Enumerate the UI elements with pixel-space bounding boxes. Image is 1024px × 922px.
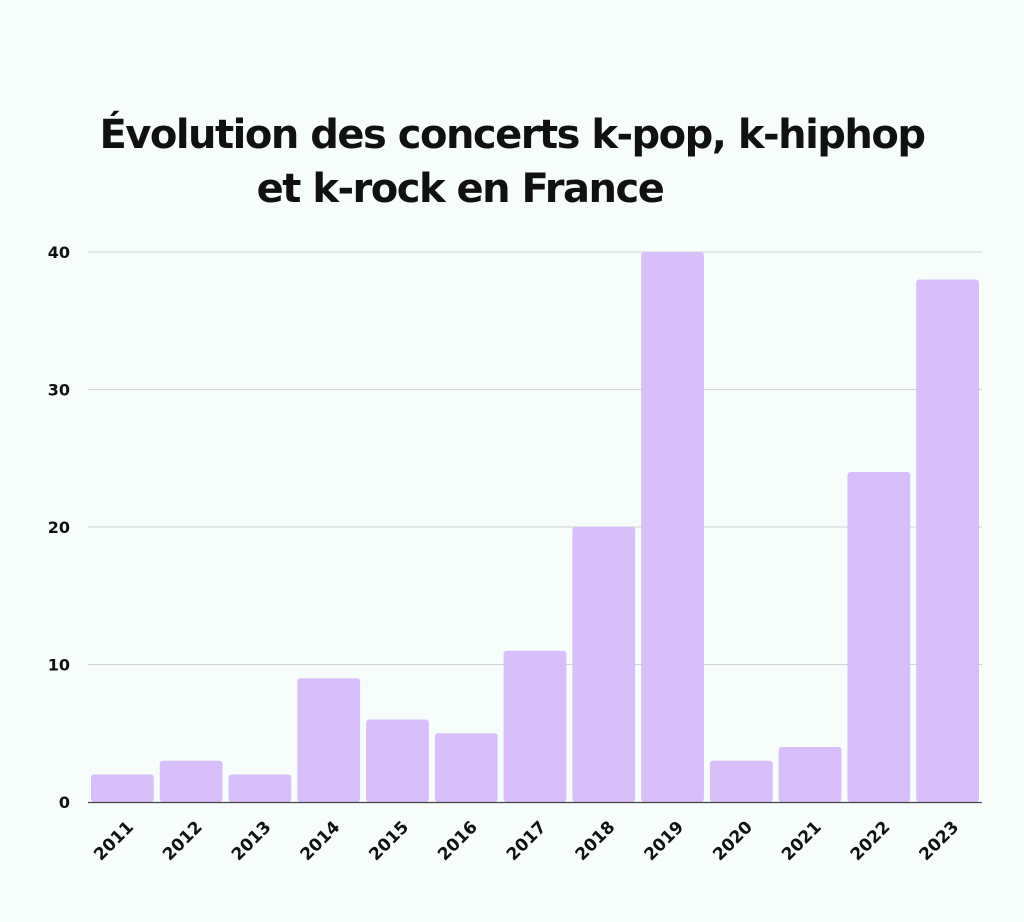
x-tick-label: 2014 (297, 817, 345, 865)
x-tick-label: 2023 (916, 817, 964, 865)
chart-title: Évolution des concerts k-pop, k-hiphop e… (0, 108, 1024, 216)
bar-2021 (778, 747, 842, 802)
x-tick-label: 2011 (90, 817, 138, 865)
bar-2011 (91, 774, 154, 802)
bar-2014 (297, 678, 361, 802)
bar-2019 (641, 252, 704, 802)
bar-2020 (709, 760, 773, 802)
bar-2023 (916, 279, 979, 802)
chart-title-line-1: Évolution des concerts k-pop, k-hiphop (99, 112, 926, 158)
chart-title-line-2: et k-rock en France (256, 166, 665, 212)
x-tick-label: 2012 (159, 817, 207, 865)
bar-2018 (572, 527, 636, 802)
x-tick-label: 2013 (228, 817, 276, 865)
x-tick-label: 2019 (640, 817, 688, 865)
bar-2013 (228, 774, 292, 802)
x-tick-label: 2016 (434, 817, 482, 865)
y-tick-label: 20 (48, 518, 70, 537)
bar-2022 (847, 472, 911, 802)
y-tick-label: 40 (48, 243, 70, 262)
bar-2016 (434, 733, 498, 802)
y-tick-label: 30 (48, 381, 70, 400)
y-axis-ticks: 0 10 20 30 40 (48, 243, 70, 812)
bar-2017 (503, 650, 567, 802)
bar-2015 (366, 719, 429, 802)
y-tick-label: 0 (59, 793, 70, 812)
x-tick-label: 2017 (503, 817, 551, 865)
x-tick-label: 2018 (572, 817, 620, 865)
x-axis-labels: 2011 2012 2013 2014 2015 2016 2017 2018 2019 2020… (90, 817, 963, 865)
bar-2012 (159, 760, 223, 802)
x-tick-label: 2022 (847, 817, 895, 865)
x-tick-label: 2021 (778, 817, 826, 865)
bars (91, 252, 979, 802)
x-tick-label: 2015 (365, 817, 413, 865)
x-tick-label: 2020 (709, 817, 757, 865)
y-tick-label: 10 (48, 656, 70, 675)
